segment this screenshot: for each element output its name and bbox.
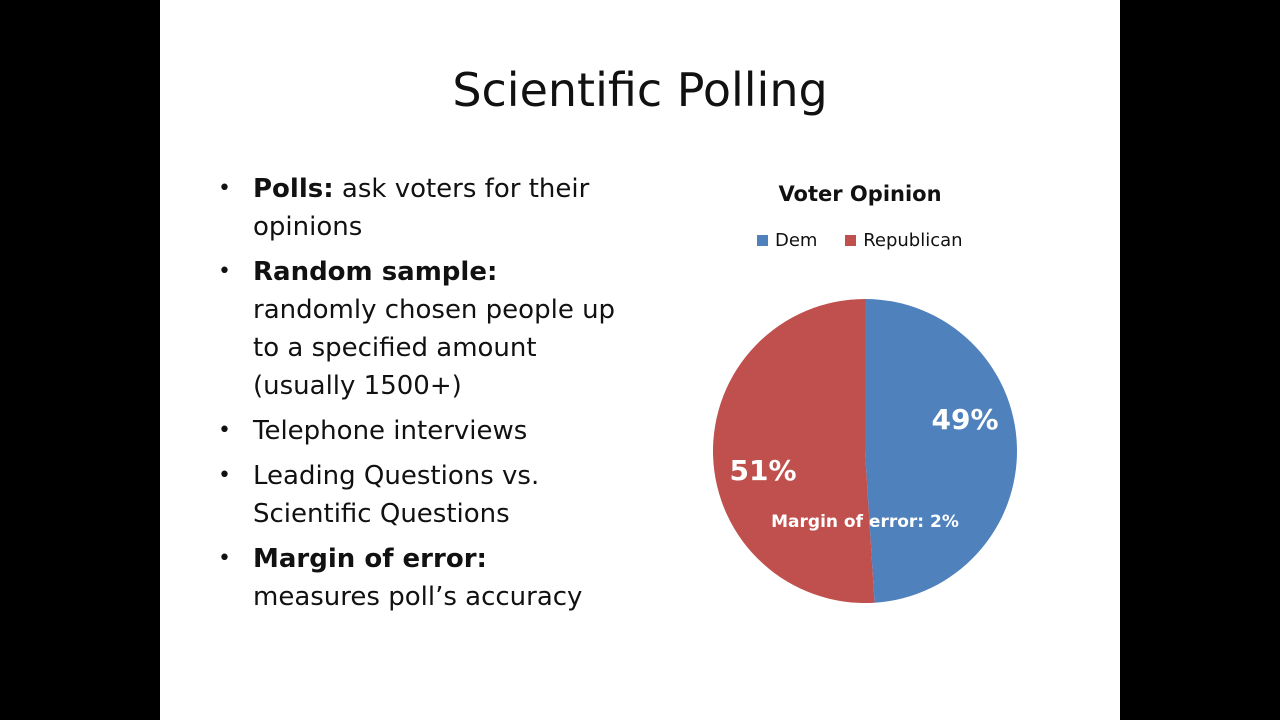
bullet-text: ask voters for their opinions <box>253 174 590 242</box>
bullet-dot-icon: • <box>218 418 231 443</box>
bullet-dot-icon: • <box>218 546 231 571</box>
bullet-list: • Polls: ask voters for their opinions •… <box>218 170 618 623</box>
bullet-term: Polls: <box>253 174 334 204</box>
bullet-term: Random sample: <box>253 257 498 287</box>
legend-swatch-dem <box>757 235 768 246</box>
bullet-item: • Telephone interviews <box>218 412 618 450</box>
legend-swatch-republican <box>845 235 857 246</box>
slide-title: Scientific Polling <box>452 63 828 117</box>
bullet-text: Telephone interviews <box>253 416 528 446</box>
chart-annotation: Margin of error: 2% <box>771 512 959 532</box>
slide: Scientific Polling • Polls: ask voters f… <box>160 0 1120 720</box>
bullet-dot-icon: • <box>218 259 231 284</box>
pie-slice-republican <box>712 299 875 603</box>
pie-slice-dem <box>865 299 1017 603</box>
legend-label-republican: Republican <box>863 230 963 251</box>
bullet-dot-icon: • <box>218 463 231 488</box>
data-label-republican: 51% <box>729 454 796 487</box>
bullet-item: • Polls: ask voters for their opinions <box>218 170 618 246</box>
bullet-item: • Margin of error: measures poll’s accur… <box>218 540 618 616</box>
pie-svg: 49% 51% Margin of error: 2% <box>712 299 1017 603</box>
bullet-dot-icon: • <box>218 176 231 201</box>
bullet-term: Margin of error: <box>253 544 487 574</box>
bullet-text: randomly chosen people up to a specified… <box>253 295 616 401</box>
bullet-text: measures poll’s accuracy <box>253 582 583 612</box>
bullet-item: • Random sample: randomly chosen people … <box>218 253 618 405</box>
chart-legend: Dem Republican <box>757 230 985 251</box>
legend-item-dem: Dem <box>757 230 817 251</box>
data-label-dem: 49% <box>931 403 998 436</box>
legend-item-republican: Republican <box>845 230 963 251</box>
bullet-item: • Leading Questions vs. Scientific Quest… <box>218 457 618 533</box>
bullet-text: Leading Questions vs. Scientific Questio… <box>253 461 540 529</box>
legend-label-dem: Dem <box>775 230 818 251</box>
chart-title: Voter Opinion <box>778 182 942 206</box>
pie-chart: Voter Opinion Dem Republican 49% 51% Margi… <box>700 170 1030 620</box>
